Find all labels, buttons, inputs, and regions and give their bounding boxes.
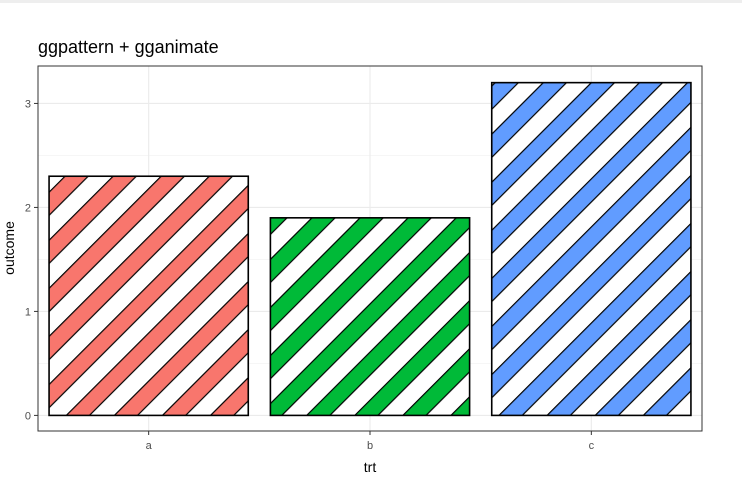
y-axis: 0 1 2 3: [25, 98, 38, 422]
x-tick-label: c: [589, 440, 595, 452]
bars: [48, 81, 692, 417]
y-axis-title: outcome: [1, 221, 17, 275]
x-tick-label: b: [367, 440, 373, 452]
chart-title: ggpattern + gganimate: [38, 37, 219, 57]
y-tick-label: 2: [25, 202, 31, 214]
bar-b: [269, 217, 471, 417]
y-tick-label: 1: [25, 306, 31, 318]
x-tick-label: a: [146, 440, 153, 452]
x-axis-title: trt: [364, 459, 377, 475]
bar-a: [48, 175, 250, 417]
y-tick-label: 3: [25, 98, 31, 110]
y-tick-label: 0: [25, 410, 31, 422]
top-strip: [0, 0, 742, 3]
x-axis: a b c: [146, 431, 595, 452]
bar-c: [490, 81, 692, 417]
